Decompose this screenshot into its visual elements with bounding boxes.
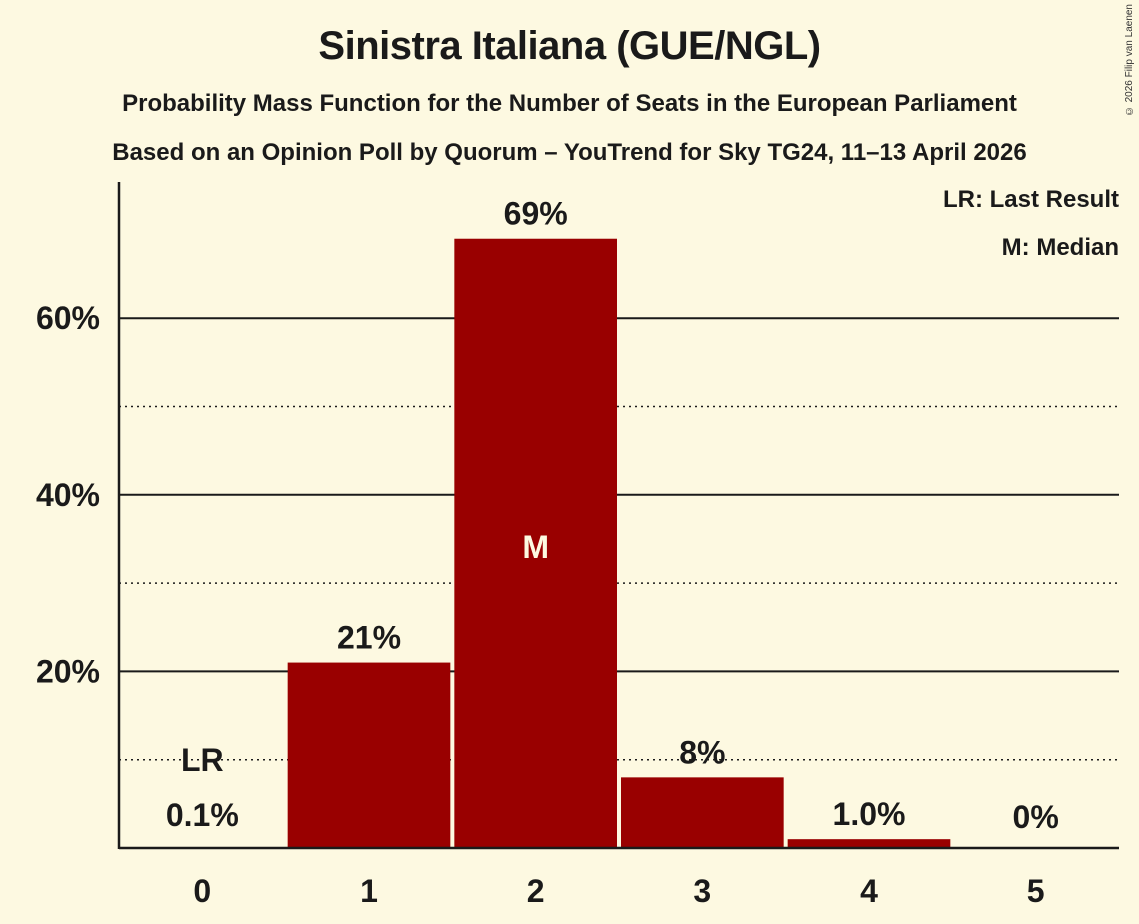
bar-seats-1	[287, 662, 451, 848]
x-tick-label: 2	[527, 873, 545, 909]
median-marker: M	[522, 529, 549, 565]
chart-subtitle: Probability Mass Function for the Number…	[122, 90, 1017, 117]
value-label: 8%	[679, 734, 725, 770]
x-tick-label: 4	[860, 873, 878, 909]
y-tick-label: 20%	[36, 653, 100, 689]
bar-seats-3	[621, 777, 784, 848]
chart-title: Sinistra Italiana (GUE/NGL)	[318, 24, 821, 68]
value-label: 21%	[337, 620, 401, 656]
x-tick-label: 3	[693, 873, 711, 909]
value-label: 0.1%	[166, 797, 239, 833]
bar-seats-4	[787, 839, 951, 848]
y-tick-label: 40%	[36, 477, 100, 513]
x-tick-label: 5	[1027, 873, 1045, 909]
x-tick-label: 0	[193, 873, 211, 909]
y-tick-label: 60%	[36, 300, 100, 336]
last-result-marker: LR	[181, 742, 224, 778]
x-tick-label: 1	[360, 873, 378, 909]
value-label: 0%	[1013, 799, 1059, 835]
bar-seats-2	[454, 238, 617, 849]
chart-source: Based on an Opinion Poll by Quorum – You…	[112, 139, 1027, 166]
legend-median: M: Median	[1001, 234, 1119, 261]
value-label: 69%	[504, 196, 568, 232]
value-label: 1.0%	[833, 796, 906, 832]
legend-last-result: LR: Last Result	[942, 186, 1119, 213]
